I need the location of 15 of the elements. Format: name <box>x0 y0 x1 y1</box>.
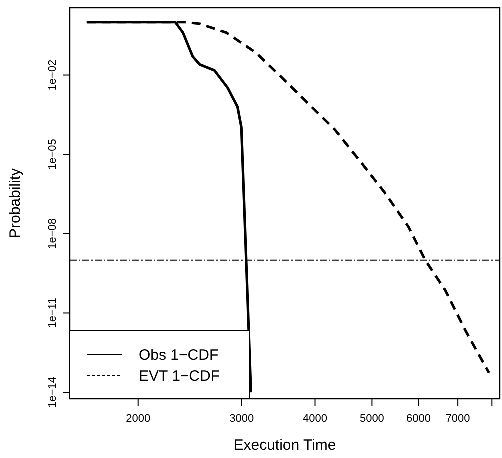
y-tick-label: 1e−08 <box>47 218 59 250</box>
x-tick-label: 5000 <box>360 413 384 425</box>
x-tick-label: 7000 <box>446 413 470 425</box>
x-tick-label: 3000 <box>230 413 254 425</box>
legend-label: Obs 1−CDF <box>139 347 219 364</box>
y-tick-label: 1e−11 <box>47 298 59 328</box>
x-tick-label: 6000 <box>406 413 431 425</box>
y-tick-label: 1e−14 <box>47 377 59 408</box>
x-tick-label: 2000 <box>126 413 151 425</box>
y-tick-label: 1e−05 <box>47 139 59 170</box>
legend-label: EVT 1−CDF <box>139 368 220 385</box>
y-axis-title: Probability <box>7 168 24 239</box>
x-tick-label: 4000 <box>303 413 328 425</box>
x-axis-title: Execution Time <box>234 437 336 454</box>
y-tick-label: 1e−02 <box>47 60 59 91</box>
